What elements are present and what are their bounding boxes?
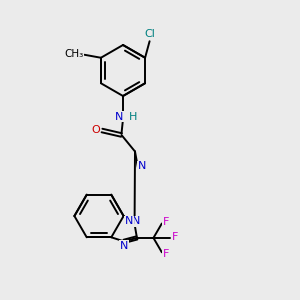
Text: N: N (120, 241, 128, 250)
Text: N: N (125, 216, 134, 226)
Text: CH₃: CH₃ (64, 49, 83, 59)
Text: O: O (91, 125, 100, 135)
Text: N: N (137, 161, 146, 172)
Text: N: N (132, 216, 140, 226)
Text: Cl: Cl (145, 29, 156, 39)
Text: F: F (163, 217, 169, 227)
Text: F: F (172, 232, 178, 242)
Text: F: F (163, 249, 169, 259)
Text: H: H (128, 112, 137, 122)
Text: N: N (115, 112, 124, 122)
